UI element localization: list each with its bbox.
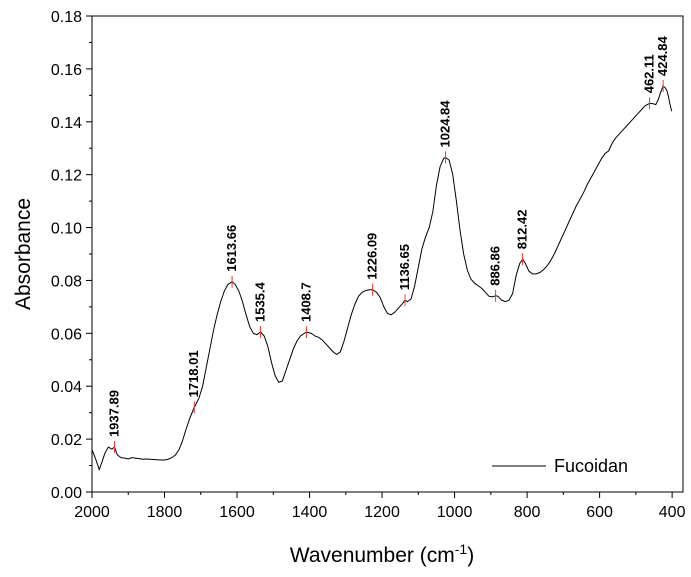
peak-label: 1535.4	[252, 281, 267, 322]
y-axis-title: Absorbance	[12, 198, 35, 310]
y-tick-label: 0.02	[51, 432, 82, 449]
peak-label: 886.86	[488, 246, 503, 286]
x-tick-label: 1800	[147, 504, 183, 521]
x-axis-ticks: 2000 1800 1600 1400 1200 1000 800 600 400	[74, 492, 686, 521]
series-fucoidan	[91, 85, 673, 472]
x-axis-title: Wavenumber (cm-1)	[290, 541, 474, 567]
series-line-fucoidan	[91, 85, 673, 472]
x-tick-label: 600	[586, 504, 613, 521]
legend: Fucoidan	[492, 456, 628, 476]
peak-label: 1024.84	[438, 100, 453, 148]
x-tick-label: 800	[514, 504, 541, 521]
peak-label: 462.11	[642, 54, 657, 93]
x-tick-label: 1400	[292, 504, 328, 521]
x-tick-label: 400	[659, 504, 686, 521]
peak-annotations: 1937.89 1718.01 1613.66 1535.4 1408.7 1226.09…	[107, 36, 670, 454]
peak-label: 1718.01	[186, 350, 201, 397]
peak-label: 1937.89	[107, 390, 122, 437]
x-tick-label: 1200	[364, 504, 400, 521]
x-tick-label: 1600	[219, 504, 255, 521]
x-tick-label: 2000	[74, 504, 110, 521]
y-tick-label: 0.08	[51, 273, 82, 290]
peak-label: 1226.09	[365, 233, 380, 280]
legend-label-fucoidan: Fucoidan	[554, 456, 628, 476]
plot-border	[91, 15, 684, 493]
peak-label: 1136.65	[397, 244, 412, 290]
plot-frame	[91, 15, 684, 493]
y-tick-label: 0.12	[51, 168, 82, 185]
y-tick-label: 0.06	[51, 326, 82, 343]
y-tick-label: 0.14	[51, 115, 82, 132]
peak-label: 1408.7	[298, 282, 313, 322]
y-axis-ticks: 0.00 0.02 0.04 0.06 0.08 0.10 0.12 0.14 0.16 0.18	[51, 9, 92, 502]
y-tick-label: 0.18	[51, 9, 82, 26]
peak-label: 812.42	[515, 210, 530, 250]
peak-label: 1613.66	[224, 225, 239, 272]
y-tick-label: 0.00	[51, 485, 82, 502]
x-tick-label: 1000	[437, 504, 473, 521]
y-tick-label: 0.16	[51, 62, 82, 79]
y-tick-label: 0.10	[51, 221, 82, 238]
peak-label: 424.84	[655, 36, 670, 77]
y-tick-label: 0.04	[51, 379, 82, 396]
